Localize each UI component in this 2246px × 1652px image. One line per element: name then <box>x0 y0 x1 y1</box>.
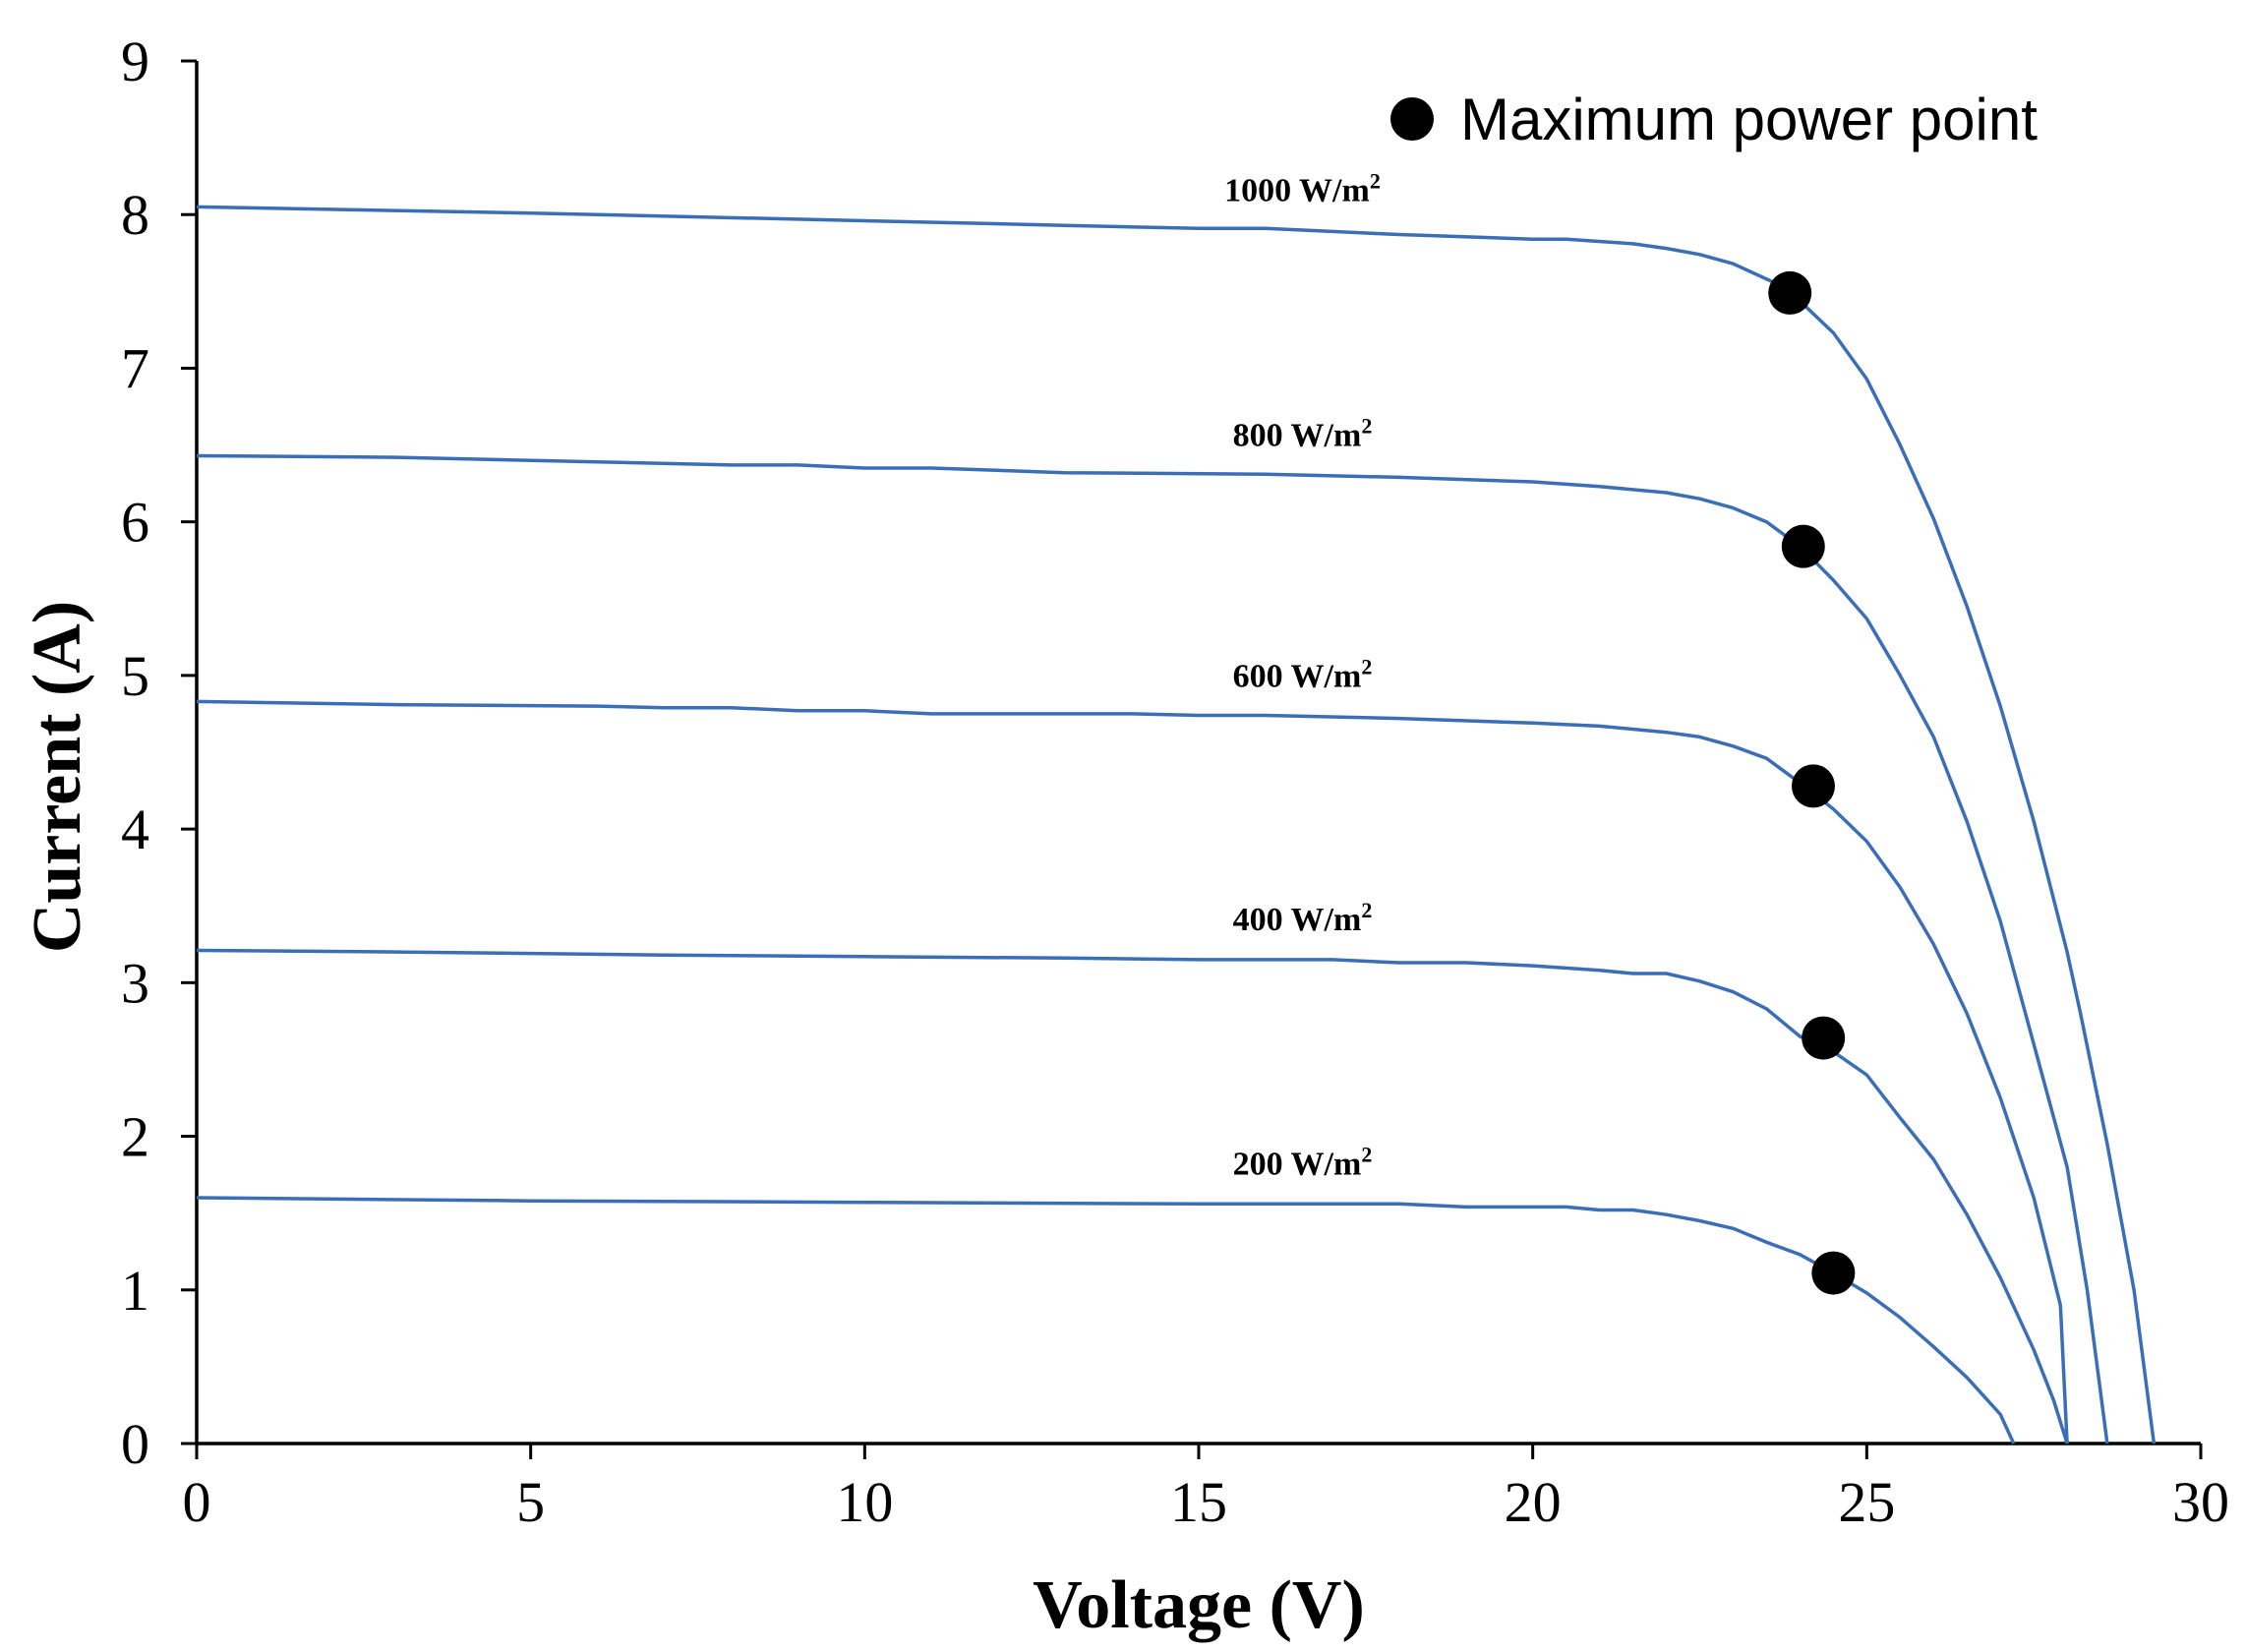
y-tick-label: 1 <box>121 1259 149 1323</box>
x-tick-label: 20 <box>1505 1470 1562 1534</box>
series-label: 800 W/m2 <box>1233 413 1373 453</box>
x-tick-label: 10 <box>836 1470 893 1534</box>
y-tick-label: 2 <box>121 1105 149 1169</box>
axes <box>181 59 2203 1459</box>
series-label-superscript: 2 <box>1370 168 1381 193</box>
legend-marker <box>1390 97 1434 141</box>
legend: Maximum power point <box>1390 87 2038 152</box>
series-label-text: 1000 W/m <box>1224 172 1370 208</box>
series-label: 1000 W/m2 <box>1224 168 1381 208</box>
series-label-superscript: 2 <box>1361 413 1372 438</box>
x-tick-label: 0 <box>183 1470 211 1534</box>
series-line <box>196 948 2069 1445</box>
series-line <box>196 205 2157 1445</box>
series-line <box>196 1196 2016 1445</box>
y-tick-label: 6 <box>121 491 149 555</box>
y-axis-title: Current (A) <box>20 601 95 953</box>
series-label-superscript: 2 <box>1361 655 1372 679</box>
series-label-text: 600 W/m <box>1233 659 1362 695</box>
series-label: 200 W/m2 <box>1233 1142 1373 1182</box>
series-label-text: 200 W/m <box>1233 1146 1362 1182</box>
x-axis-title: Voltage (V) <box>1033 1567 1365 1643</box>
mpp-marker <box>1802 1016 1846 1060</box>
y-tick-label: 0 <box>121 1412 149 1476</box>
x-tick-label: 25 <box>1838 1470 1895 1534</box>
series-label-text: 400 W/m <box>1233 902 1362 938</box>
x-tick-label: 30 <box>2172 1470 2229 1534</box>
series-label: 600 W/m2 <box>1233 655 1373 695</box>
mpp-marker <box>1768 270 1812 315</box>
tick-labels: 0 5 10 15 20 25 30 0 1 2 3 4 5 6 7 8 9 <box>121 30 2229 1534</box>
x-tick-label: 5 <box>516 1470 545 1534</box>
mpp-marker <box>1791 764 1835 808</box>
y-tick-label: 5 <box>121 644 149 708</box>
mpp-marker <box>1811 1251 1856 1295</box>
y-tick-label: 8 <box>121 183 149 247</box>
series-label-superscript: 2 <box>1361 898 1372 922</box>
series-lines <box>196 205 2157 1445</box>
legend-label: Maximum power point <box>1460 87 2038 152</box>
mpp-markers <box>1768 270 1856 1295</box>
x-tick-label: 15 <box>1170 1470 1227 1534</box>
mpp-marker <box>1781 524 1825 568</box>
y-tick-label: 3 <box>121 951 149 1015</box>
series-line <box>196 699 2069 1445</box>
series-label: 400 W/m2 <box>1233 898 1373 938</box>
y-tick-label: 7 <box>121 336 149 400</box>
y-tick-label: 9 <box>121 30 149 93</box>
series-label-superscript: 2 <box>1361 1142 1372 1166</box>
y-tick-label: 4 <box>121 797 149 861</box>
series-line <box>196 453 2109 1445</box>
series-label-text: 800 W/m <box>1233 417 1362 453</box>
